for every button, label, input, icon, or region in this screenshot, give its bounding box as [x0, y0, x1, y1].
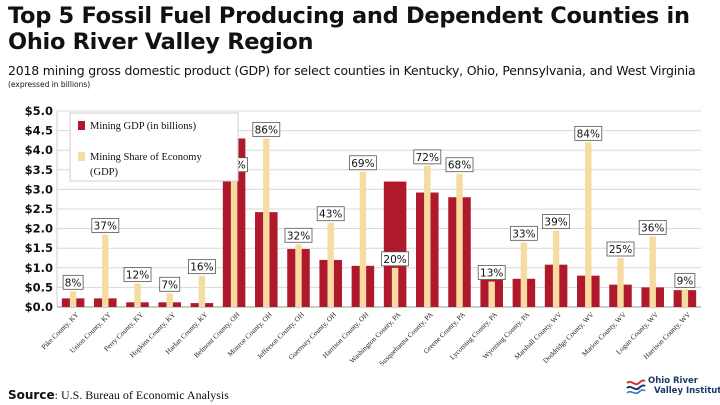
share-bar: [488, 281, 495, 307]
y-tick-label: $1.5: [25, 241, 53, 255]
share-bar: [391, 267, 399, 307]
share-label-box: [674, 272, 696, 288]
legend-swatch-share: [78, 152, 85, 161]
share-label-box: [62, 274, 84, 290]
share-bar: [134, 283, 141, 307]
share-data-label: 32%: [287, 230, 310, 242]
share-label-box: [477, 265, 506, 280]
source-label: Source: [8, 388, 55, 402]
share-data-label: 8%: [65, 277, 82, 289]
share-label-box: [381, 251, 410, 267]
share-label-box: [445, 157, 474, 173]
share-data-label: 33%: [512, 228, 535, 240]
share-bar: [681, 289, 689, 307]
share-data-label: 20%: [383, 254, 406, 266]
share-bar: [617, 258, 624, 307]
share-data-label: 16%: [190, 262, 213, 274]
share-label-box: [252, 122, 281, 137]
share-label-box: [348, 155, 377, 171]
share-bar: [327, 222, 334, 307]
share-bar: [359, 171, 367, 307]
share-label-box: [187, 259, 216, 275]
share-data-label: 12%: [126, 269, 149, 281]
chart-subtitle: 2018 mining gross domestic product (GDP)…: [8, 63, 696, 78]
legend-label-share-line2: (GDP): [90, 167, 119, 178]
legend-label-gdp: Mining GDP (in billions): [90, 121, 197, 132]
gdp-bar: [383, 181, 407, 307]
share-bar: [230, 173, 238, 307]
share-label-box: [509, 225, 538, 241]
share-bar: [520, 242, 528, 307]
share-label-box: [159, 276, 181, 292]
share-label-box: [574, 125, 603, 141]
y-tick-label: $0.5: [25, 280, 53, 294]
y-tick-label: $2.0: [25, 222, 53, 236]
share-label-box: [91, 218, 120, 233]
share-data-label: 69%: [351, 158, 374, 170]
y-tick-label: $0.0: [25, 300, 53, 314]
share-bar: [295, 244, 302, 307]
share-bar: [102, 234, 109, 307]
share-data-label: 13%: [480, 268, 503, 280]
share-data-label: 86%: [255, 124, 278, 136]
legend-box: [69, 112, 239, 182]
share-bar: [166, 293, 173, 307]
share-data-label: 39%: [544, 217, 567, 229]
share-label-box: [542, 214, 570, 229]
brand-line-2: Valley Institute: [654, 386, 720, 396]
share-label-box: [638, 220, 667, 235]
y-tick-label: $1.0: [25, 261, 53, 275]
units-note: (expressed in billions): [8, 80, 91, 89]
share-label-box: [606, 241, 635, 257]
source-note: Source: U.S. Bureau of Economic Analysis: [8, 388, 229, 403]
y-tick-label: $4.0: [25, 143, 53, 157]
x-tick-label: Susquehanna County, PA: [378, 310, 436, 368]
share-label-box: [413, 149, 442, 165]
share-bar: [424, 165, 431, 307]
share-data-label: 37%: [94, 220, 117, 232]
brand-logo: Ohio River Valley Institute: [626, 374, 720, 400]
share-label-box: [284, 227, 313, 243]
share-data-label: 68%: [448, 160, 471, 172]
brand-line-1: Ohio River: [648, 376, 698, 386]
y-tick-label: $2.5: [25, 202, 53, 216]
share-data-label: 84%: [577, 128, 600, 140]
y-tick-label: $4.5: [25, 124, 53, 138]
share-bar: [585, 142, 592, 307]
source-text: : U.S. Bureau of Economic Analysis: [54, 388, 229, 402]
share-data-label: 9%: [677, 275, 694, 287]
share-data-label: 25%: [609, 244, 632, 256]
share-data-label: 36%: [641, 222, 664, 234]
share-bar: [263, 138, 270, 307]
share-bar: [552, 230, 560, 307]
share-bar: [198, 275, 206, 307]
y-tick-label: $3.0: [25, 182, 53, 196]
river-wave-icon: [626, 379, 646, 395]
share-bar: [69, 291, 77, 307]
share-bar: [456, 173, 463, 307]
y-tick-label: $5.0: [25, 104, 53, 118]
share-bar: [649, 236, 656, 307]
legend-swatch-gdp: [78, 121, 85, 130]
share-data-label: 72%: [416, 152, 439, 164]
share-data-label: 43%: [319, 209, 342, 221]
brand-name: Ohio River Valley Institute: [648, 376, 720, 396]
chart-title: Top 5 Fossil Fuel Producing and Dependen…: [8, 3, 690, 55]
y-tick-label: $3.5: [25, 163, 53, 177]
share-label-box: [123, 267, 152, 282]
share-data-label: 7%: [161, 279, 178, 291]
legend-label-share: Mining Share of Economy: [90, 152, 202, 163]
share-label-box: [316, 206, 345, 222]
